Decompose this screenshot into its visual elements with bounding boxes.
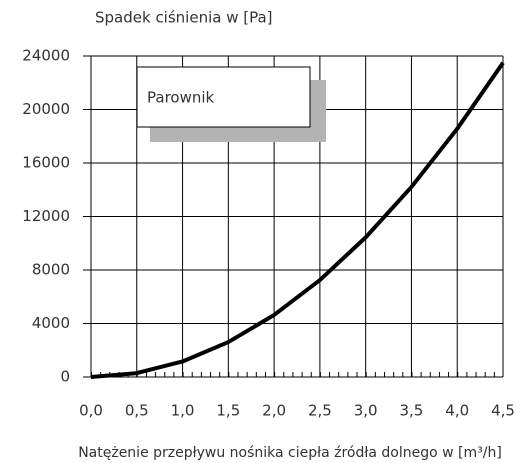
legend-box [136,66,311,128]
x-tick-label: 0,5 [125,402,149,420]
x-tick-label: 2,5 [308,402,332,420]
x-tick-label: 4,5 [491,402,515,420]
y-tick-label: 4000 [32,314,70,332]
y-tick-label: 0 [60,368,70,386]
x-tick-label: 3,5 [400,402,424,420]
y-axis-title: Spadek ciśnienia w [Pa] [95,9,273,27]
x-tick-label: 3,0 [354,402,378,420]
y-tick-label: 12000 [22,207,70,225]
data-line [90,61,505,379]
x-tick-label: 4,0 [445,402,469,420]
x-tick-label: 1,5 [216,402,240,420]
legend-label: Parownik [147,89,215,107]
x-tick-label: 0,0 [79,402,103,420]
minor-ticks [91,372,503,377]
x-axis-title: Natężenie przepływu nośnika ciepła źródł… [78,445,502,461]
x-tick-label: 2,0 [262,402,286,420]
y-tick-label: 20000 [22,100,70,118]
y-tick-label: 24000 [22,47,70,65]
y-tick-label: 16000 [22,154,70,172]
x-tick-label: 1,0 [171,402,195,420]
y-tick-label: 8000 [32,261,70,279]
